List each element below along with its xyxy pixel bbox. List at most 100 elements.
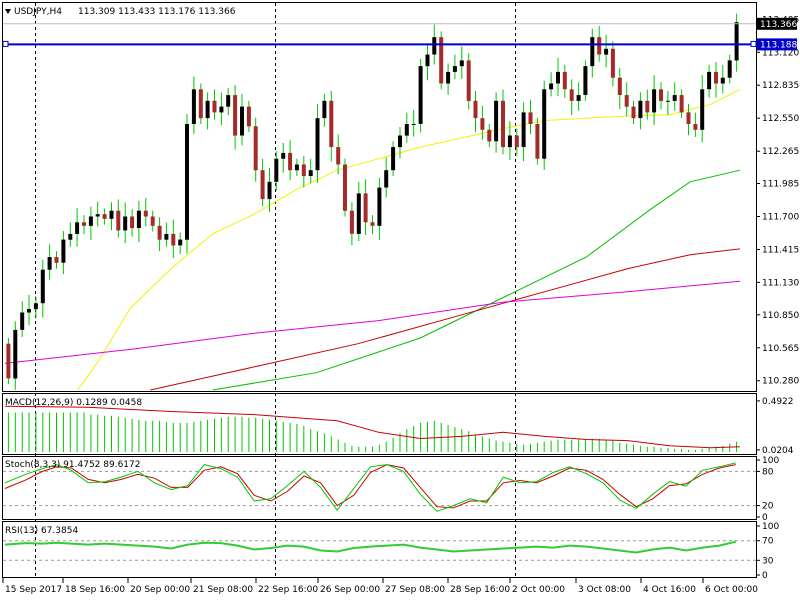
macd-indicator: 0.4922 0.0204	[4, 397, 794, 456]
candle	[233, 85, 238, 150]
candle	[473, 90, 478, 133]
candle	[665, 90, 670, 115]
y-tick-label: 110.280	[762, 377, 799, 387]
time-axis: 15 Sep 2017 18 Sep 16:00 20 Sep 00:00 21 Se…	[2, 578, 758, 595]
candle-body	[466, 60, 471, 101]
candle-body	[267, 181, 272, 200]
candle	[638, 92, 643, 130]
x-tick-label: 4 Oct 16:00	[643, 585, 696, 595]
candle-body	[377, 187, 382, 226]
candle-body	[274, 158, 279, 182]
candle-body	[411, 124, 416, 125]
candle-body	[356, 193, 361, 234]
candle	[487, 124, 492, 148]
candle-body	[109, 210, 114, 219]
candle	[329, 90, 334, 162]
candle-body	[253, 126, 258, 171]
y-tick-label: 113.120	[762, 48, 799, 58]
candle-body	[150, 216, 155, 226]
candle	[164, 222, 169, 247]
stoch-tick-label: 20	[762, 502, 774, 512]
line-handle-left[interactable]	[2, 40, 9, 47]
candle-body	[439, 37, 444, 84]
hline-price-label: 113.188	[760, 40, 797, 50]
candle	[727, 54, 732, 84]
candle-body	[219, 106, 224, 113]
price-panel	[2, 2, 757, 392]
candle-body	[707, 71, 712, 90]
candle	[219, 92, 224, 126]
x-tick-label: 28 Sep 16:00	[450, 585, 510, 595]
candle	[288, 140, 293, 181]
candle	[700, 75, 705, 143]
candle-body	[95, 214, 100, 217]
candle	[528, 99, 533, 134]
candle-body	[102, 214, 107, 219]
candle	[734, 13, 739, 72]
candle-body	[569, 89, 574, 101]
candle	[150, 210, 155, 232]
candle	[171, 219, 176, 259]
candle-body	[720, 77, 725, 84]
candle-body	[143, 210, 148, 217]
price-levels	[2, 23, 757, 47]
candle-body	[528, 112, 533, 124]
candle	[679, 89, 684, 119]
candle	[130, 209, 135, 237]
candle	[562, 64, 567, 98]
candle	[418, 59, 423, 133]
macd-signal-line	[4, 405, 741, 449]
candle-body	[136, 210, 141, 228]
candle	[514, 128, 519, 156]
period-separators	[35, 3, 516, 577]
candle	[260, 158, 265, 207]
candle	[549, 72, 554, 97]
candle-body	[652, 89, 657, 113]
candle	[349, 202, 354, 246]
candle-body	[562, 71, 567, 90]
candle	[54, 251, 59, 269]
candle	[404, 112, 409, 143]
candle	[267, 167, 272, 212]
candle-body	[597, 37, 602, 55]
stoch-signal-line	[4, 464, 736, 509]
candle	[281, 142, 286, 173]
candle	[672, 82, 677, 111]
candle	[659, 82, 663, 110]
candle	[363, 179, 368, 235]
rsi-tick-label: 100	[762, 522, 779, 532]
x-tick-label: 22 Sep 16:00	[258, 585, 318, 595]
candle-body	[734, 22, 739, 61]
candle	[88, 206, 93, 240]
candle	[308, 158, 313, 184]
rsi-line	[4, 540, 737, 554]
ma-magenta-line	[4, 280, 741, 364]
candle	[439, 31, 444, 90]
macd-label: MACD(12,26,9) 0.1289 0.0458	[5, 398, 142, 408]
candle-body	[178, 239, 183, 246]
candle-body	[130, 216, 135, 229]
candle	[212, 89, 217, 120]
rsi-panel	[2, 521, 757, 578]
candle-body	[610, 48, 615, 78]
candle-body	[33, 303, 38, 310]
candle-body	[679, 95, 684, 113]
candle	[466, 53, 471, 110]
ma-yellow-line	[77, 88, 741, 391]
candle	[714, 62, 718, 98]
candle-body	[164, 233, 169, 240]
stoch-label: Stoch(8,3,3) 91.4752 89.6172	[5, 460, 140, 470]
line-handle-right[interactable]	[750, 40, 757, 47]
candle-body	[20, 312, 25, 330]
candle-body	[686, 112, 691, 124]
candle	[68, 222, 73, 247]
candlesticks	[6, 13, 739, 390]
candle	[521, 102, 526, 162]
candle	[610, 41, 615, 87]
candle	[501, 89, 505, 155]
candle	[556, 57, 560, 97]
candle	[123, 202, 128, 244]
candle-body	[556, 71, 560, 84]
candle-body	[82, 222, 86, 226]
